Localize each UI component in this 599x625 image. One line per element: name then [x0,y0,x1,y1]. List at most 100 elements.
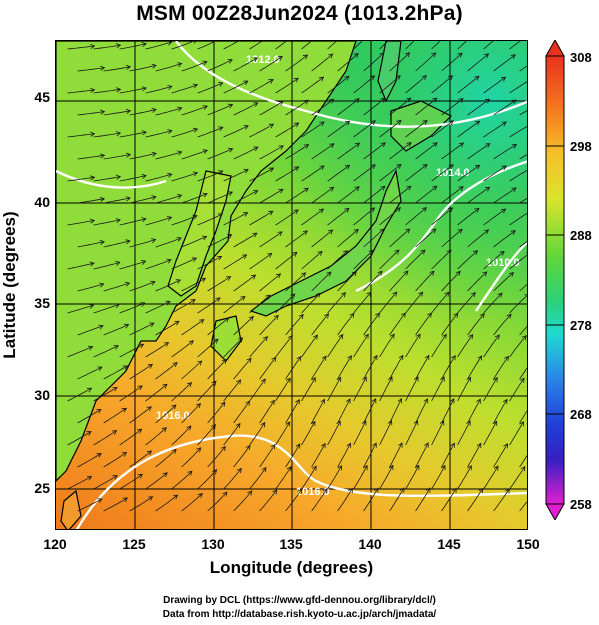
streamline [155,320,180,336]
streamline [311,98,334,116]
streamline [415,52,436,72]
streamline-arrowhead [253,146,259,152]
streamline [77,283,104,292]
streamline-arrowhead [125,239,131,245]
streamline [119,473,143,490]
streamline [93,88,121,94]
streamline-arrowhead [138,343,145,349]
credit-line-dcl: Drawing by DCL (https://www.gfd-dennou.o… [163,595,436,606]
streamline [259,101,284,116]
streamline-arrowhead [362,464,368,471]
streamline-arrowhead [97,498,103,504]
streamline-arrowhead [474,207,480,213]
streamline [249,253,272,270]
streamline-arrowhead [370,120,376,126]
streamline [171,128,198,138]
streamline [441,142,464,160]
streamline-arrowhead [278,100,284,106]
streamline-arrowhead [418,291,424,297]
streamline [467,186,490,204]
streamline-arrowhead [86,387,93,393]
streamline-arrowhead [405,228,411,234]
streamline-arrowhead [321,355,327,361]
streamline [327,120,350,138]
streamline-arrowhead [99,196,106,202]
streamline-arrowhead [220,401,226,407]
streamline-arrowhead [171,404,177,410]
streamline-arrowhead [448,120,454,126]
streamline [519,410,527,424]
streamline [415,185,438,204]
streamline [181,493,203,512]
streamline-arrowhead [285,421,291,427]
streamline [275,335,293,358]
x-tick-label: 125 [122,536,146,552]
streamline [363,270,383,292]
streamline [519,197,527,204]
streamline [233,232,258,248]
streamline-arrowhead [261,378,266,384]
streamline-arrowhead [380,142,386,148]
streamline [259,55,283,72]
streamline [171,172,198,182]
streamline [457,377,471,402]
streamline [103,324,129,336]
streamline-arrowhead [243,80,249,86]
streamline [389,142,412,160]
streamline-arrowhead [115,43,122,49]
streamline-arrowhead [477,355,483,361]
streamline-arrowhead [395,75,401,80]
streamline-arrowhead [415,333,421,339]
streamline-arrowhead [493,465,499,471]
streamline-arrowhead [248,315,254,322]
streamline-arrowhead [508,272,515,278]
streamline [181,193,208,204]
streamline-arrowhead [427,312,432,318]
streamline [311,143,335,160]
streamline-arrowhead [216,256,223,261]
streamline-arrowhead [449,398,455,404]
streamline [171,425,192,446]
streamline-arrowhead [484,186,491,192]
streamline [327,377,342,402]
streamline [467,313,485,336]
streamline-arrowhead [421,207,428,213]
streamline [197,170,223,182]
streamline [181,447,201,468]
streamline [337,98,360,116]
streamline-arrowhead [253,190,259,195]
streamline [233,57,258,72]
streamline [415,442,429,468]
streamline [389,487,405,512]
colorbar-tick: 288 [570,228,592,243]
streamline-arrowhead [310,420,316,426]
streamline-arrowhead [227,147,234,153]
streamline [93,44,121,50]
streamline-arrowhead [424,442,429,448]
streamline [467,488,484,512]
streamline-arrowhead [320,398,325,404]
streamline [337,355,352,380]
streamline-arrowhead [167,41,173,46]
streamline-arrowhead [100,65,106,71]
streamline [77,198,105,204]
streamline [171,84,198,94]
streamline [379,207,401,226]
streamline [415,355,430,380]
streamline [77,325,104,336]
streamline [405,75,427,94]
streamline [93,262,120,270]
streamline [405,207,427,226]
streamline-arrowhead [136,428,143,434]
streamline [483,251,505,270]
streamline-arrowhead [166,258,172,264]
streamline-arrowhead [243,168,249,174]
streamline-arrowhead [466,376,472,382]
streamline [483,421,498,446]
streamline [337,443,351,468]
streamline [379,120,402,138]
streamline-arrowhead [440,376,445,382]
streamline-arrowhead [261,466,267,473]
streamline-arrowhead [141,217,147,223]
x-tick-label: 130 [201,536,225,552]
